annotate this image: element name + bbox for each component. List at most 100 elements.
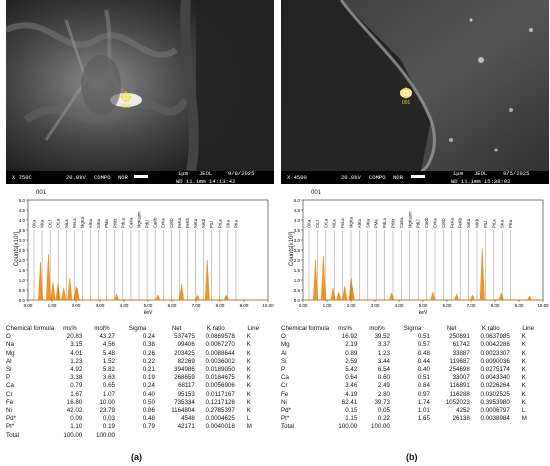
table-cell: 0.0040018 <box>205 423 235 431</box>
table-cell: 0.09 <box>70 415 83 423</box>
table-cell <box>235 432 274 440</box>
x-tick-label: 3.00 <box>96 303 105 308</box>
y-tick-label: 5.0 <box>19 198 26 203</box>
y-tick-label: 0.0 <box>19 298 26 303</box>
table-cell: Si <box>281 357 287 365</box>
table-row: Na 3.15 4.56 0.38 99406 0.0067270 K <box>6 341 274 349</box>
peak-label: PdLa <box>120 218 125 228</box>
table-cell: 0.0004625 <box>205 415 235 423</box>
magnification: X 750C <box>12 174 32 181</box>
table-row: Al 0.89 1.23 0.48 33887 0.0023307 K <box>281 350 549 358</box>
peak-label: NKa <box>40 219 45 228</box>
table-cell: 3.44 <box>377 357 390 365</box>
x-tick-label: 7.00 <box>467 303 476 308</box>
table-cell: 0.86 <box>142 407 155 415</box>
table-cell: Ni <box>6 407 12 415</box>
spectrum-plot-b: 5.0 4.5 4.0 3.5 3.0 2.5 2.0 1.5 1.0 0.5 0.00.00 1.0… <box>294 198 549 316</box>
table-cell: 82269 <box>177 357 195 365</box>
x-tick-label: 9.00 <box>240 303 249 308</box>
peak-label: NiKb <box>475 218 480 228</box>
table-cell: 0.0036002 <box>205 357 235 365</box>
table-body: O 16.92 39.52 0.51 250891 0.0637985 K Mg 2.19 3.3… <box>281 333 549 431</box>
x-tick-label: 0.00 <box>24 303 33 308</box>
table-cell: Si <box>6 366 12 374</box>
table-cell: 0.0056906 <box>205 382 235 390</box>
peak-label: CaKb <box>153 217 158 228</box>
table-cell: 100.00 <box>371 423 390 431</box>
x-tick-label: 8.00 <box>216 303 225 308</box>
table-cell: 3.37 <box>377 341 390 349</box>
table-cell: 0.97 <box>417 390 430 398</box>
working-distance: WD 11.1mm 14:13:42 <box>176 178 236 184</box>
table-cell: K <box>246 407 251 415</box>
table-cell: 0.60 <box>377 374 390 382</box>
brand: JEOL <box>474 170 488 177</box>
table-row: Si 2.59 3.44 0.44 119687 0.0090036 K <box>281 358 549 366</box>
y-tick-label: 2.0 <box>19 258 26 263</box>
peak-label: CaKa <box>399 217 404 228</box>
spectrum-a: 001 Counts[x10³] 5.0 4.5 4.0 3.5 3.0 2.5 2.0 1.… <box>6 190 274 320</box>
table-cell: O <box>281 333 286 341</box>
table-cell: 0.03 <box>102 415 115 423</box>
x-tick-label: 10.00 <box>537 303 549 308</box>
date: 9/8/2025 <box>228 170 255 177</box>
table-cell: 0.48 <box>142 415 155 423</box>
table-header: Chemical formula ms% mol% Sigma Net K ra… <box>6 325 274 333</box>
table-cell: 537475 <box>174 333 195 341</box>
table-cell <box>430 423 470 431</box>
sem-image-a: 001 X 750C 20.0kV COMPO NOR 1μm JEOL 9/8… <box>6 0 274 184</box>
y-tick-label: 2.0 <box>294 258 301 263</box>
table-cell: Pt* <box>6 423 15 431</box>
table-cell: 0.22 <box>377 415 390 423</box>
table-cell <box>155 432 195 440</box>
table-cell: 0.79 <box>70 382 83 390</box>
table-cell: K <box>521 374 526 382</box>
peak-label: MgKsum <box>137 211 142 228</box>
table-cell: 0.22 <box>142 357 155 365</box>
table-cell: M <box>246 423 252 431</box>
table-cell: 0.51 <box>417 333 430 341</box>
table-cell: 1.74 <box>417 398 430 406</box>
y-tick-label: 4.5 <box>19 208 26 213</box>
table-row: Cr 3.46 2.49 0.84 116891 0.0226264 K <box>281 382 549 390</box>
table-cell: 0.2785397 <box>205 407 235 415</box>
table-cell: 2.19 <box>345 341 358 349</box>
y-tick-label: 0.0 <box>294 298 301 303</box>
table-cell: Total <box>281 423 295 431</box>
table-cell: P <box>281 366 286 374</box>
table-cell: 10.00 <box>99 398 115 406</box>
table-cell: 0.3953980 <box>480 398 510 406</box>
table-cell: 39.73 <box>374 398 390 406</box>
spectrum-peaks <box>28 253 268 301</box>
table-cell: K <box>521 357 526 365</box>
table-row: Pd* 0.15 0.05 1.01 4252 0.0006797 L <box>281 407 549 415</box>
y-tick-label: 0.5 <box>294 288 301 293</box>
table-cell: 4.56 <box>102 341 115 349</box>
table-cell <box>510 423 549 431</box>
peak-label: PtLl <box>209 221 214 228</box>
table-row: Cr 1.67 1.07 0.40 95153 0.0117167 K <box>6 391 274 399</box>
table-cell: 1.07 <box>102 390 115 398</box>
table-cell: M <box>521 415 527 423</box>
table-cell: Al <box>6 357 12 365</box>
mode: COMPO <box>94 174 111 181</box>
table-cell: 1052023 <box>445 398 470 406</box>
peak-label: PtMz <box>391 218 396 228</box>
peak-label: PMa <box>374 219 379 228</box>
working-distance: WD 11.1mm 15:38:02 <box>451 178 511 184</box>
table-row: Total 100.00 100.00 <box>6 432 274 440</box>
header-cell: mol% <box>94 325 110 332</box>
peak-label: SKa <box>225 219 230 228</box>
point-label: 001 <box>122 104 131 110</box>
plot-frame <box>302 199 544 301</box>
x-tick-label: 2.00 <box>347 303 356 308</box>
x-tick-label: 4.00 <box>395 303 404 308</box>
table-cell: 0.48 <box>417 349 430 357</box>
table-row: Mg 4.01 5.48 0.26 203425 0.0088644 K <box>6 350 274 358</box>
table-row: P 3.38 3.63 0.19 268659 0.0184675 K <box>6 374 274 382</box>
table-cell: 0.44 <box>417 357 430 365</box>
table-cell: Cr <box>281 382 288 390</box>
table-row: Ca 0.64 0.60 0.51 33007 0.0043340 K <box>281 374 549 382</box>
table-cell: K <box>246 382 251 390</box>
table-cell: 0.0637985 <box>480 333 510 341</box>
